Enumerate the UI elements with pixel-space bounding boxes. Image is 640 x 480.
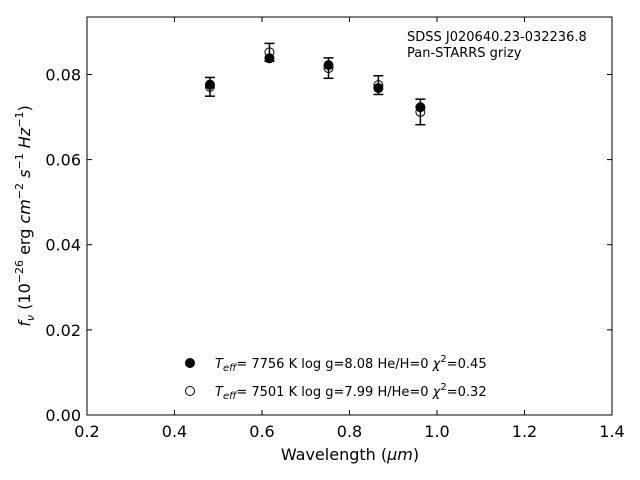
x-axis-label-unit: μm — [386, 445, 413, 464]
x-tick-label: 1.4 — [599, 422, 624, 441]
open-circle-point — [204, 81, 215, 92]
x-axis-label-main: Wavelength ( — [281, 445, 387, 464]
x-tick-label: 1.2 — [512, 422, 537, 441]
legend-marker-open — [185, 386, 195, 396]
open-circle-point — [373, 80, 384, 91]
x-tick-label: 0.4 — [162, 422, 187, 441]
y-tick-label: 0.08 — [45, 65, 81, 84]
error-bars — [204, 42, 426, 126]
legend: Teff= 7756 K log g=8.08 He/H=0 χ2=0.45 T… — [185, 354, 487, 402]
x-tick-label: 0.6 — [249, 422, 274, 441]
annotation-line-2: Pan-STARRS grizy — [407, 46, 522, 61]
open-circle-point — [264, 47, 275, 58]
x-axis-label: Wavelength (μm) — [281, 445, 419, 464]
filled-circle-point — [323, 60, 334, 71]
plot-frame — [86, 16, 613, 416]
y-axis-label: fν (10−26 erg cm−2 s−1 Hz−1) — [13, 105, 37, 326]
data-markers — [204, 47, 426, 117]
y-tick-label: 0.00 — [45, 406, 81, 425]
x-tick-label: 0.8 — [337, 422, 362, 441]
x-tick-labels: 0.2 0.4 0.6 0.8 1.0 1.2 1.4 — [74, 422, 624, 441]
y-tick-label: 0.04 — [45, 236, 81, 255]
annotation-line-1: SDSS J020640.23-032236.8 — [407, 30, 587, 45]
y-tick-label: 0.06 — [45, 151, 81, 170]
x-tick-label: 1.0 — [424, 422, 449, 441]
legend-entry-1: Teff= 7756 K log g=8.08 He/H=0 χ2=0.45 — [215, 354, 487, 374]
y-tick-labels: 0.00 0.02 0.04 0.06 0.08 — [45, 65, 81, 425]
filled-circle-point — [204, 79, 215, 90]
open-circle-point — [323, 63, 334, 74]
x-tick-label: 0.2 — [74, 422, 99, 441]
legend-entry-2: Teff= 7501 K log g=7.99 H/He=0 χ2=0.32 — [215, 382, 487, 402]
filled-circle-point — [373, 83, 384, 94]
legend-marker-filled — [185, 358, 195, 368]
open-circle-point — [415, 106, 426, 117]
y-tick-label: 0.02 — [45, 321, 81, 340]
axis-ticks — [86, 17, 613, 416]
